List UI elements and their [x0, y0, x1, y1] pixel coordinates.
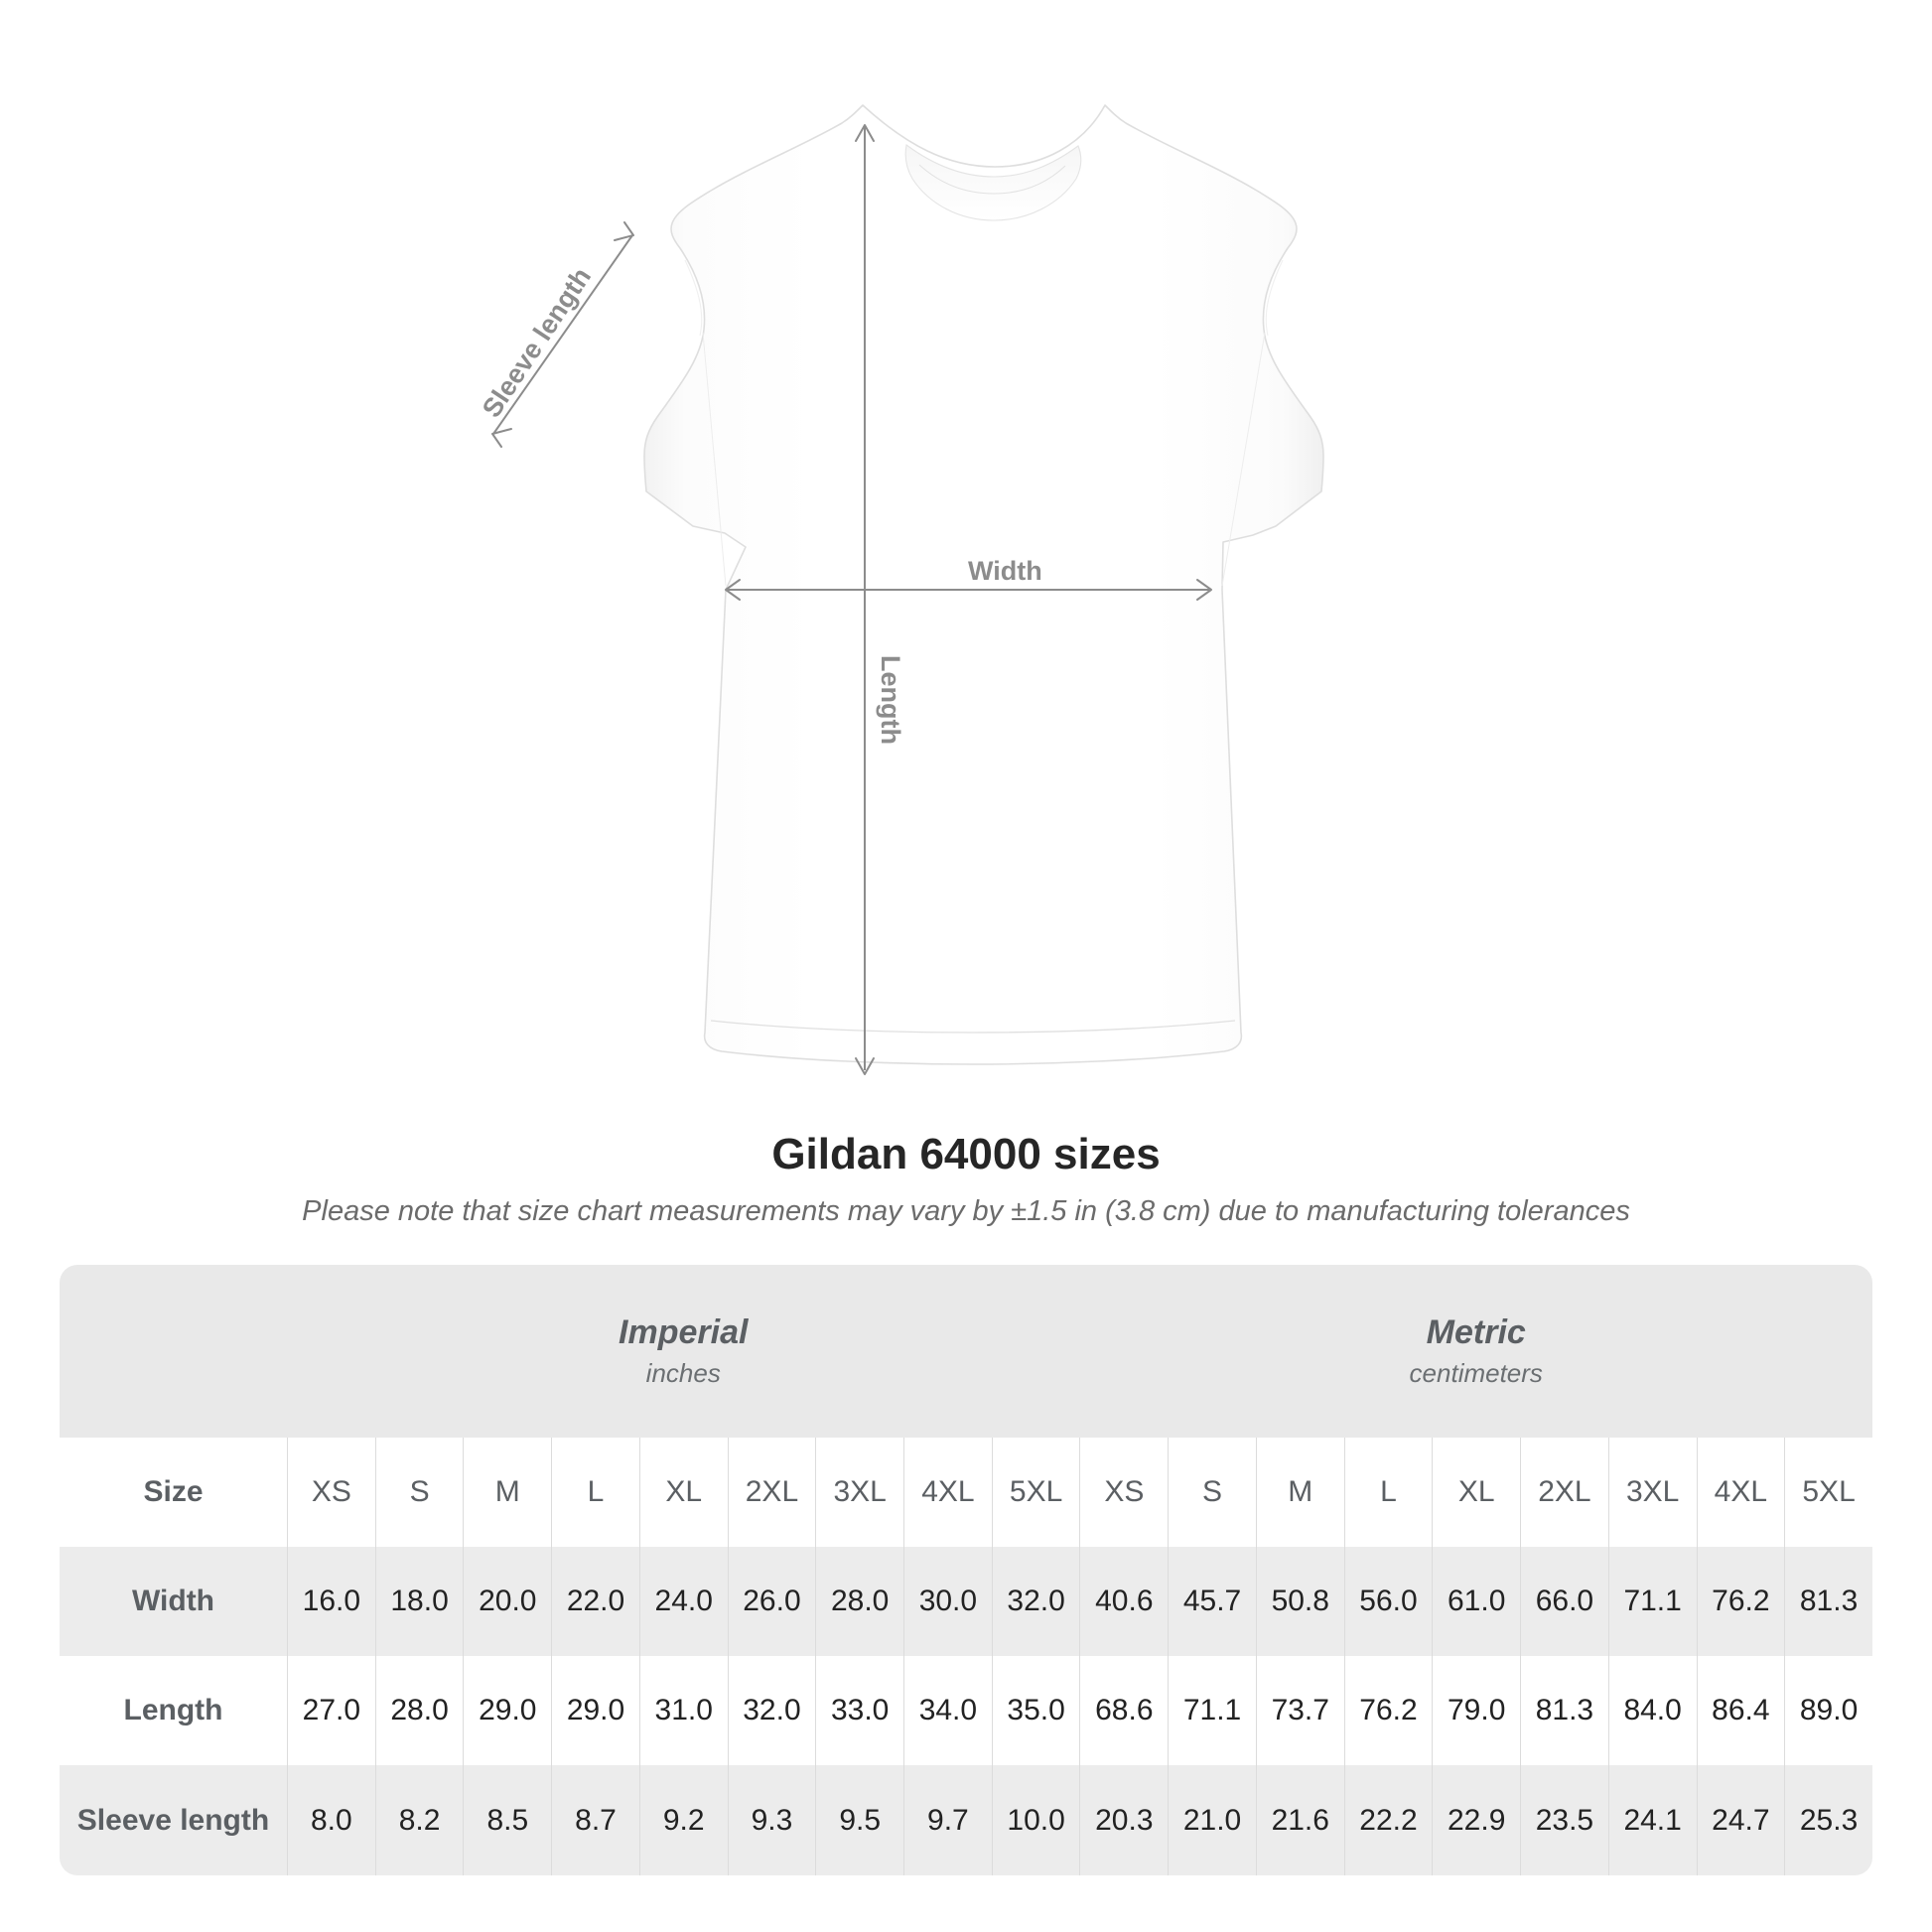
svg-text:Sleeve length: Sleeve length [477, 262, 597, 423]
svg-text:Length: Length [876, 655, 905, 745]
svg-text:Width: Width [968, 556, 1042, 586]
